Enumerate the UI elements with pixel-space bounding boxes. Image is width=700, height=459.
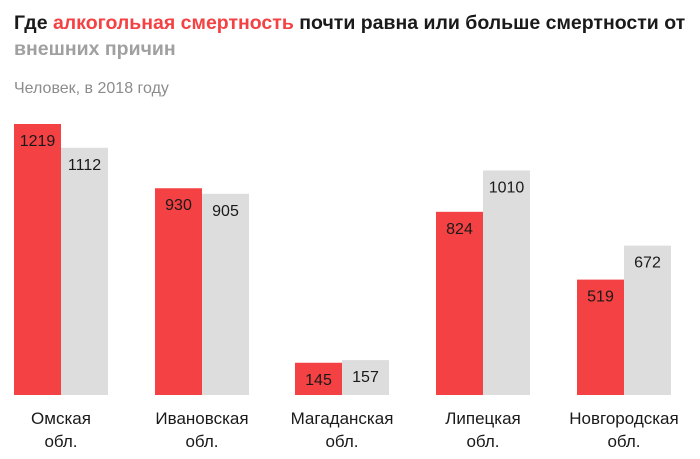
chart-subtitle: Человек, в 2018 году — [14, 80, 169, 97]
title-highlight-alcohol: алкогольная смертность — [52, 12, 294, 34]
bar-alcohol-4 — [577, 279, 624, 395]
bar-external-0 — [61, 147, 108, 395]
data-label-external-3: 1010 — [489, 179, 525, 196]
category-label-0-line-1: обл. — [44, 432, 77, 451]
category-label-2-line-0: Магаданская — [291, 409, 394, 428]
data-label-external-1: 905 — [212, 203, 239, 220]
data-label-alcohol-4: 519 — [587, 289, 614, 306]
bar-external-1 — [202, 193, 249, 395]
title-part-1: Где — [14, 12, 53, 34]
bar-alcohol-0 — [14, 124, 61, 395]
data-label-alcohol-2: 145 — [305, 372, 332, 389]
data-label-alcohol-1: 930 — [165, 197, 192, 214]
category-label-3-line-1: обл. — [466, 432, 499, 451]
bar-alcohol-3 — [436, 211, 483, 395]
bar-external-4 — [624, 245, 671, 395]
data-label-alcohol-3: 824 — [446, 221, 473, 238]
category-label-1-line-0: Ивановская — [155, 409, 248, 428]
chart-title: Где алкогольная смертность почти равна и… — [14, 10, 686, 62]
data-label-external-4: 672 — [634, 255, 661, 272]
category-label-2-line-1: обл. — [325, 432, 358, 451]
data-label-external-0: 1112 — [68, 157, 101, 174]
title-part-3: почти равна или больше смертности от — [293, 12, 686, 34]
title-highlight-external: внешних причин — [14, 38, 176, 60]
category-label-0-line-0: Омская — [31, 409, 91, 428]
category-label-4-line-0: Новгородская — [569, 409, 678, 428]
bar-external-2 — [342, 360, 389, 395]
category-label-3-line-0: Липецкая — [445, 409, 521, 428]
bar-alcohol-2 — [295, 362, 342, 395]
data-label-alcohol-0: 1219 — [20, 133, 56, 150]
category-label-4-line-1: обл. — [607, 432, 640, 451]
category-label-1-line-1: обл. — [185, 432, 218, 451]
data-label-external-2: 157 — [352, 369, 379, 386]
bar-external-3 — [483, 170, 530, 395]
bar-alcohol-1 — [155, 188, 202, 395]
